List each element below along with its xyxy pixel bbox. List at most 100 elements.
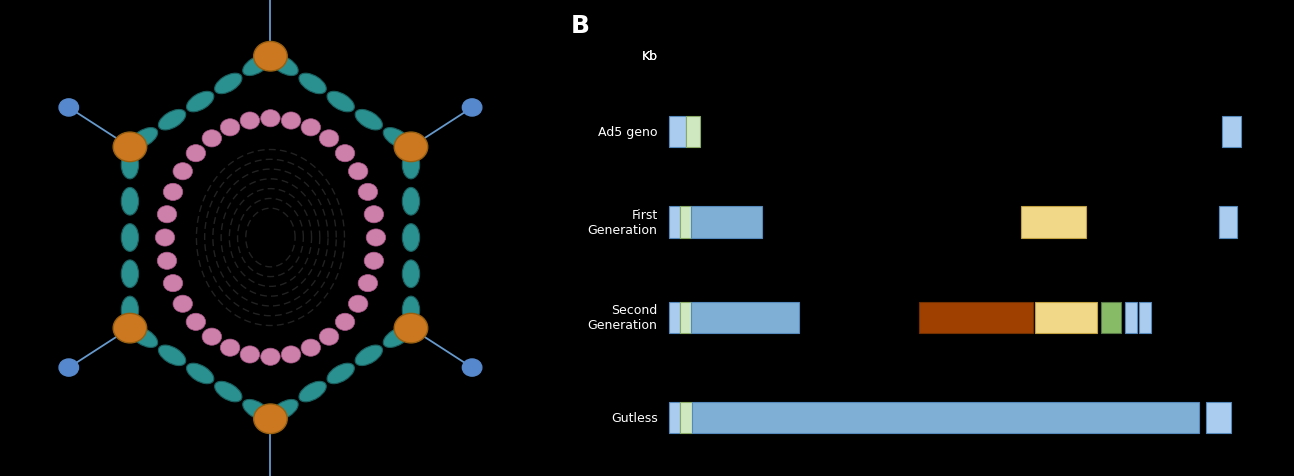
Bar bbox=[681, 302, 691, 333]
Ellipse shape bbox=[186, 364, 214, 384]
Circle shape bbox=[260, 348, 281, 366]
Ellipse shape bbox=[299, 382, 326, 402]
Bar bbox=[669, 302, 681, 333]
Text: Gutless: Gutless bbox=[611, 411, 657, 424]
Bar bbox=[669, 402, 681, 433]
Circle shape bbox=[155, 229, 175, 247]
Text: Nucleocasid: Nucleocasid bbox=[348, 324, 427, 364]
Ellipse shape bbox=[395, 133, 428, 162]
Circle shape bbox=[320, 130, 339, 148]
Circle shape bbox=[364, 206, 383, 223]
Circle shape bbox=[220, 119, 239, 137]
Ellipse shape bbox=[395, 314, 428, 343]
Ellipse shape bbox=[122, 224, 138, 252]
Circle shape bbox=[220, 339, 239, 357]
Ellipse shape bbox=[122, 152, 138, 179]
Circle shape bbox=[335, 145, 355, 162]
Ellipse shape bbox=[122, 188, 138, 216]
Ellipse shape bbox=[270, 56, 298, 76]
Circle shape bbox=[302, 339, 321, 357]
Bar bbox=[686, 117, 700, 148]
Circle shape bbox=[348, 163, 367, 180]
Bar bbox=[1222, 117, 1241, 148]
Ellipse shape bbox=[270, 400, 298, 420]
Text: First
Generation: First Generation bbox=[587, 208, 657, 237]
Circle shape bbox=[186, 145, 206, 162]
Ellipse shape bbox=[158, 110, 186, 130]
Text: Fiber: Fiber bbox=[136, 29, 272, 102]
Circle shape bbox=[202, 328, 221, 346]
Circle shape bbox=[366, 229, 386, 247]
Circle shape bbox=[60, 359, 79, 377]
Circle shape bbox=[60, 99, 79, 117]
Bar bbox=[691, 302, 800, 333]
Text: B: B bbox=[571, 14, 590, 38]
Bar bbox=[681, 207, 691, 238]
Text: Penton: Penton bbox=[44, 332, 127, 411]
Circle shape bbox=[462, 99, 481, 117]
Ellipse shape bbox=[327, 92, 355, 112]
Text: Hexon: Hexon bbox=[18, 222, 120, 239]
Ellipse shape bbox=[131, 327, 158, 347]
Circle shape bbox=[358, 275, 378, 292]
Text: Kb: Kb bbox=[642, 50, 657, 62]
Circle shape bbox=[462, 359, 481, 377]
Bar bbox=[1101, 302, 1121, 333]
Ellipse shape bbox=[402, 152, 419, 179]
Bar bbox=[681, 402, 692, 433]
Circle shape bbox=[320, 328, 339, 346]
Ellipse shape bbox=[355, 110, 383, 130]
Text: Ad5 geno: Ad5 geno bbox=[598, 126, 657, 139]
Ellipse shape bbox=[299, 74, 326, 94]
Ellipse shape bbox=[215, 74, 242, 94]
Ellipse shape bbox=[113, 133, 146, 162]
Ellipse shape bbox=[243, 400, 270, 420]
Bar bbox=[1124, 302, 1137, 333]
Circle shape bbox=[163, 275, 182, 292]
Ellipse shape bbox=[402, 297, 419, 324]
Bar bbox=[692, 402, 1198, 433]
Ellipse shape bbox=[383, 327, 410, 347]
Circle shape bbox=[186, 314, 206, 331]
Text: A: A bbox=[27, 14, 47, 38]
Ellipse shape bbox=[215, 382, 242, 402]
Bar bbox=[669, 117, 686, 148]
Bar bbox=[1206, 402, 1231, 433]
Ellipse shape bbox=[186, 92, 214, 112]
Ellipse shape bbox=[122, 260, 138, 288]
Ellipse shape bbox=[402, 224, 419, 252]
Bar bbox=[1035, 302, 1097, 333]
Circle shape bbox=[241, 346, 260, 363]
Bar bbox=[669, 207, 681, 238]
Ellipse shape bbox=[402, 260, 419, 288]
Ellipse shape bbox=[254, 42, 287, 72]
Circle shape bbox=[260, 110, 281, 128]
Ellipse shape bbox=[131, 129, 158, 149]
Bar bbox=[691, 207, 762, 238]
Circle shape bbox=[335, 314, 355, 331]
Bar bbox=[1140, 302, 1150, 333]
Bar bbox=[1021, 207, 1086, 238]
Ellipse shape bbox=[243, 56, 270, 76]
Ellipse shape bbox=[158, 346, 186, 366]
Text: dsDNA
genome: dsDNA genome bbox=[307, 200, 474, 228]
Circle shape bbox=[158, 206, 177, 223]
Circle shape bbox=[281, 346, 300, 363]
Bar bbox=[919, 302, 1034, 333]
Circle shape bbox=[302, 119, 321, 137]
Circle shape bbox=[364, 253, 383, 270]
Ellipse shape bbox=[355, 346, 383, 366]
Bar bbox=[1219, 207, 1237, 238]
Circle shape bbox=[173, 296, 193, 313]
Circle shape bbox=[163, 184, 182, 201]
Ellipse shape bbox=[113, 314, 146, 343]
Ellipse shape bbox=[402, 188, 419, 216]
Circle shape bbox=[348, 296, 367, 313]
Circle shape bbox=[281, 113, 300, 130]
Text: Kb: Kb bbox=[642, 50, 657, 62]
Ellipse shape bbox=[383, 129, 410, 149]
Circle shape bbox=[173, 163, 193, 180]
Text: Second
Generation: Second Generation bbox=[587, 304, 657, 332]
Ellipse shape bbox=[327, 364, 355, 384]
Circle shape bbox=[202, 130, 221, 148]
